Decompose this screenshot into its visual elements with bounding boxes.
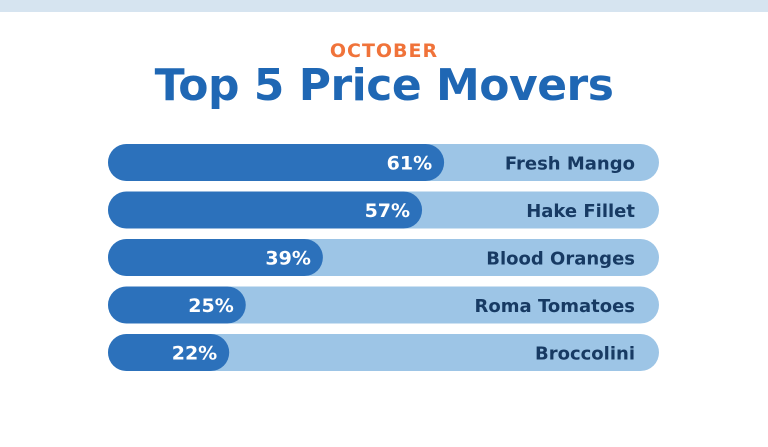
- top-band: [0, 0, 768, 12]
- value-label: 57%: [365, 200, 410, 222]
- chart-kicker: OCTOBER: [329, 40, 439, 62]
- bar-row: 22% Broccolini: [108, 334, 659, 371]
- bar-fill: [108, 286, 246, 324]
- category-label: Hake Fillet: [526, 201, 635, 222]
- category-label: Broccolini: [535, 344, 635, 365]
- value-label: 22%: [172, 343, 217, 365]
- value-label: 39%: [265, 248, 310, 270]
- bar-row: 57% Hake Fillet: [108, 191, 659, 229]
- chart-title: Top 5 Price Movers: [154, 60, 614, 111]
- bar-fill: [108, 144, 445, 181]
- bar-track: [108, 334, 659, 371]
- bar-fill: [108, 334, 230, 371]
- bar-row: 25% Roma Tomatoes: [108, 286, 659, 324]
- bar-row: 39% Blood Oranges: [108, 239, 659, 276]
- category-label: Blood Oranges: [486, 249, 635, 270]
- bar-row: 61% Fresh Mango: [108, 144, 659, 181]
- category-label: Fresh Mango: [505, 154, 635, 175]
- value-label: 25%: [188, 295, 233, 317]
- bar-track: [108, 286, 659, 324]
- category-label: Roma Tomatoes: [475, 296, 635, 317]
- value-label: 61%: [387, 153, 432, 175]
- bar-fill: [108, 239, 323, 276]
- bar-fill: [108, 191, 423, 229]
